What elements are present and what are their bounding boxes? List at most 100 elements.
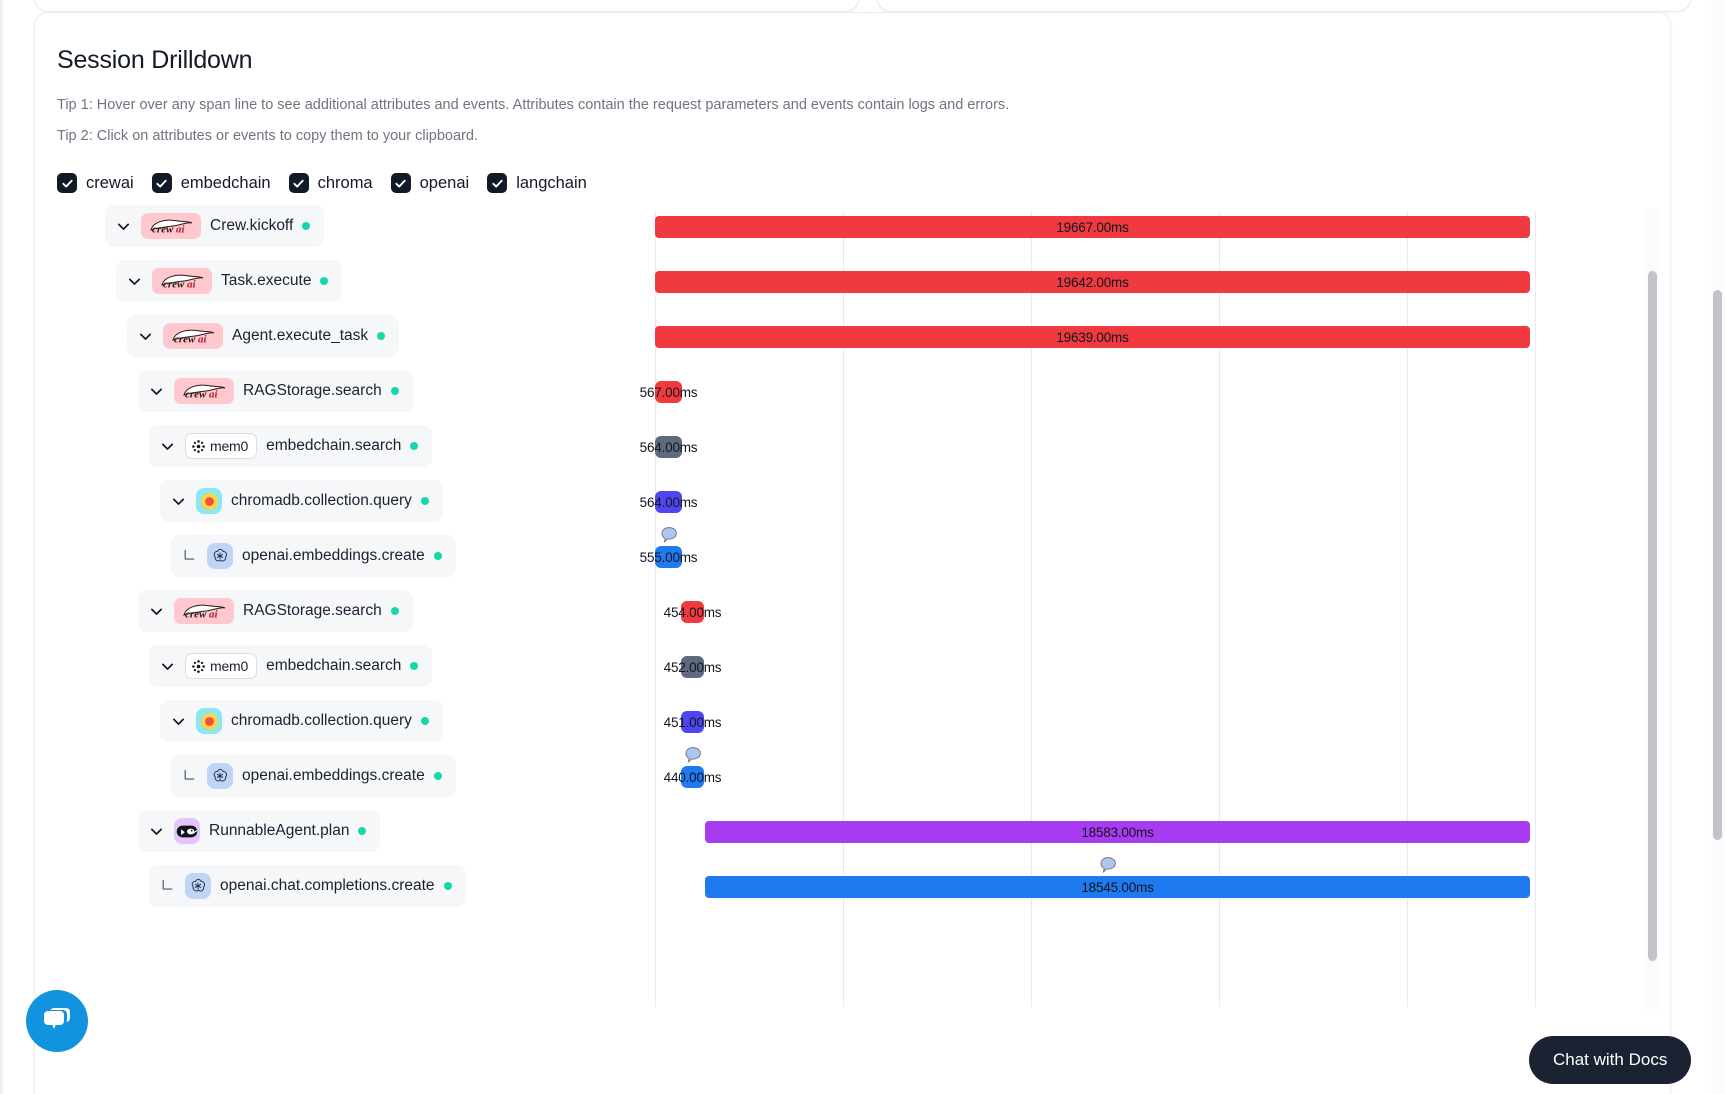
- span-bar-layer: 452.00ms: [35, 639, 1607, 694]
- span-duration-label: 440.00ms: [663, 769, 722, 785]
- span-duration-label: 451.00ms: [663, 714, 722, 730]
- caret-down-icon[interactable]: [159, 438, 176, 455]
- status-dot: [410, 662, 419, 670]
- span-label-cell[interactable]: chromadb.collection.query: [160, 700, 443, 742]
- span-duration-bar[interactable]: 564.00ms: [640, 436, 698, 458]
- filter-langchain[interactable]: langchain: [487, 173, 587, 193]
- svg-text:crew: crew: [163, 278, 185, 290]
- span-label-cell[interactable]: mem0 embedchain.search: [149, 645, 433, 687]
- span-row[interactable]: chromadb.collection.query 564.00ms: [35, 474, 1607, 529]
- span-label-cell[interactable]: chromadb.collection.query: [160, 480, 443, 522]
- span-duration-label: 19642.00ms: [1056, 274, 1129, 290]
- drilldown-scrollbar-thumb[interactable]: [1648, 271, 1657, 961]
- span-label-cell[interactable]: crew ai RAGStorage.search: [138, 370, 413, 412]
- span-duration-bar[interactable]: 454.00ms: [664, 601, 722, 623]
- span-duration-bar[interactable]: 451.00ms: [664, 711, 722, 733]
- caret-down-icon[interactable]: [148, 823, 165, 840]
- caret-down-icon[interactable]: [115, 218, 132, 235]
- span-name: RunnableAgent.plan: [209, 822, 350, 839]
- span-row[interactable]: openai.embeddings.create 555.00ms: [35, 526, 1607, 584]
- event-bubble-icon[interactable]: [660, 526, 678, 544]
- span-label-cell[interactable]: crew ai Crew.kickoff: [105, 205, 325, 247]
- span-name: embedchain.search: [266, 657, 402, 674]
- span-row[interactable]: crew ai Task.execute 19642.00ms: [35, 254, 1607, 309]
- span-row[interactable]: mem0 embedchain.search 452.00ms: [35, 639, 1607, 694]
- span-duration-label: 564.00ms: [639, 439, 698, 455]
- event-bubble-icon[interactable]: [684, 746, 702, 764]
- span-bar-layer: 564.00ms: [35, 419, 1607, 474]
- span-row[interactable]: crew ai RAGStorage.search 567.00ms: [35, 364, 1607, 419]
- caret-down-icon[interactable]: [170, 713, 187, 730]
- span-row[interactable]: chromadb.collection.query 451.00ms: [35, 694, 1607, 749]
- filter-crewai[interactable]: crewai: [57, 173, 134, 193]
- span-row[interactable]: openai.chat.completions.create 18545.00ms: [35, 856, 1607, 914]
- span-duration-bar[interactable]: 19667.00ms: [655, 216, 1530, 238]
- span-row[interactable]: crew ai Crew.kickoff 19667.00ms: [35, 199, 1607, 254]
- span-name: Task.execute: [221, 272, 312, 289]
- span-duration-label: 567.00ms: [639, 384, 698, 400]
- check-icon: [61, 179, 73, 187]
- event-bubble-icon[interactable]: [1099, 856, 1117, 874]
- status-dot: [320, 277, 329, 285]
- caret-down-icon[interactable]: [148, 603, 165, 620]
- span-label-cell[interactable]: crew ai Agent.execute_task: [127, 315, 400, 357]
- span-duration-bar[interactable]: 19642.00ms: [655, 271, 1530, 293]
- span-row[interactable]: crew ai Agent.execute_task 19639.00ms: [35, 309, 1607, 364]
- span-duration-bar[interactable]: 18583.00ms: [705, 821, 1530, 843]
- span-duration-bar[interactable]: 555.00ms: [640, 546, 698, 568]
- checkbox-openai[interactable]: [390, 173, 411, 193]
- crewai-logo-icon: crew ai: [163, 323, 223, 349]
- span-bar-layer: 18583.00ms: [35, 804, 1607, 859]
- caret-down-icon[interactable]: [159, 658, 176, 675]
- span-bar-layer: 19667.00ms: [35, 199, 1607, 254]
- span-name: chromadb.collection.query: [231, 712, 412, 729]
- openai-logo-icon: [207, 763, 233, 789]
- caret-down-icon[interactable]: [137, 328, 154, 345]
- span-duration-bar[interactable]: 440.00ms: [664, 766, 722, 788]
- caret-down-icon[interactable]: [126, 273, 143, 290]
- chat-bubbles-icon: [44, 1008, 70, 1029]
- span-name: Crew.kickoff: [210, 217, 294, 234]
- span-label-cell[interactable]: crew ai RAGStorage.search: [138, 590, 413, 632]
- span-row[interactable]: RunnableAgent.plan 18583.00ms: [35, 804, 1607, 859]
- chroma-logo-icon: [196, 488, 222, 514]
- status-dot: [420, 717, 429, 725]
- span-label-cell[interactable]: openai.chat.completions.create: [149, 865, 466, 907]
- page-title: Session Drilldown: [57, 46, 253, 74]
- filter-label: embedchain: [180, 173, 271, 192]
- span-duration-bar[interactable]: 564.00ms: [640, 491, 698, 513]
- page-scrollbar-thumb[interactable]: [1713, 290, 1722, 840]
- top-card-left: [34, 0, 859, 12]
- span-bar-layer: 567.00ms: [35, 364, 1607, 419]
- chat-widget-button[interactable]: [26, 990, 88, 1052]
- span-duration-bar[interactable]: 19639.00ms: [655, 326, 1530, 348]
- checkbox-embedchain[interactable]: [151, 173, 172, 193]
- caret-down-icon[interactable]: [148, 383, 165, 400]
- span-row[interactable]: crew ai RAGStorage.search 454.00ms: [35, 584, 1607, 639]
- status-dot: [390, 387, 399, 395]
- span-label-cell[interactable]: mem0 embedchain.search: [149, 425, 433, 467]
- status-dot: [410, 442, 419, 450]
- span-name: openai.embeddings.create: [242, 767, 425, 784]
- chat-with-docs-button[interactable]: Chat with Docs: [1529, 1036, 1692, 1084]
- span-label-cell[interactable]: crew ai Task.execute: [116, 260, 343, 302]
- span-duration-bar[interactable]: 18545.00ms: [705, 876, 1530, 898]
- mem0-logo-icon: mem0: [185, 653, 258, 679]
- span-duration-bar[interactable]: 567.00ms: [640, 381, 698, 403]
- span-duration-bar[interactable]: 452.00ms: [664, 656, 722, 678]
- filter-embedchain[interactable]: embedchain: [151, 173, 271, 193]
- span-row[interactable]: openai.embeddings.create 440.00ms: [35, 746, 1607, 804]
- caret-down-icon[interactable]: [170, 493, 187, 510]
- span-row[interactable]: mem0 embedchain.search 564.00ms: [35, 419, 1607, 474]
- filter-openai[interactable]: openai: [390, 173, 469, 193]
- span-label-cell[interactable]: openai.embeddings.create: [171, 755, 456, 797]
- span-label-cell[interactable]: RunnableAgent.plan: [138, 810, 381, 852]
- checkbox-crewai[interactable]: [57, 173, 77, 193]
- span-duration-label: 452.00ms: [663, 659, 722, 675]
- filter-chroma[interactable]: chroma: [288, 173, 373, 193]
- span-label-cell[interactable]: openai.embeddings.create: [171, 535, 456, 577]
- filter-label: crewai: [86, 173, 134, 192]
- checkbox-langchain[interactable]: [487, 173, 508, 193]
- checkbox-chroma[interactable]: [288, 173, 309, 193]
- svg-text:crew: crew: [152, 223, 174, 235]
